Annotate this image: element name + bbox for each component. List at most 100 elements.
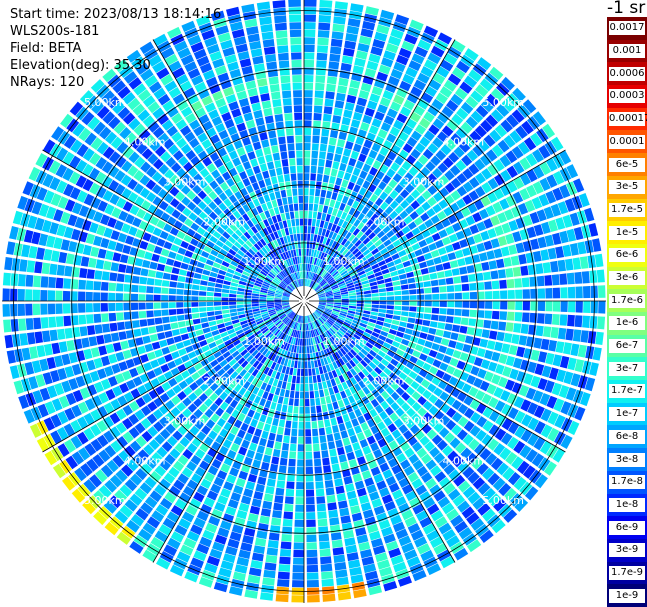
ppi-cell bbox=[179, 327, 188, 335]
ppi-cell bbox=[348, 234, 356, 242]
ppi-cell bbox=[440, 338, 450, 346]
ppi-cell bbox=[214, 397, 224, 407]
ppi-cell bbox=[335, 368, 342, 377]
ppi-cell bbox=[327, 183, 334, 192]
ppi-cell bbox=[176, 100, 189, 111]
ppi-cell bbox=[479, 252, 488, 262]
ppi-cell bbox=[537, 313, 545, 324]
ppi-cell bbox=[139, 482, 152, 495]
ppi-cell bbox=[357, 351, 366, 359]
ppi-cell bbox=[297, 338, 301, 346]
ppi-cell bbox=[206, 337, 215, 344]
ppi-cell bbox=[473, 443, 486, 456]
ppi-cell bbox=[488, 397, 499, 409]
ppi-cell bbox=[420, 267, 429, 275]
ppi-cell bbox=[204, 102, 216, 113]
ppi-cell bbox=[318, 277, 324, 284]
ppi-cell bbox=[415, 206, 425, 216]
ppi-cell bbox=[224, 54, 237, 64]
ppi-cell bbox=[365, 6, 379, 16]
ppi-cell bbox=[313, 257, 318, 265]
ppi-cell bbox=[203, 245, 212, 253]
ppi-cell bbox=[333, 293, 341, 296]
ppi-cell bbox=[423, 497, 436, 509]
ppi-cell bbox=[353, 219, 361, 228]
ppi-cell bbox=[348, 268, 356, 275]
ppi-cell bbox=[360, 245, 368, 253]
ppi-cell bbox=[476, 221, 487, 232]
ppi-cell bbox=[319, 301, 327, 304]
ppi-cell bbox=[557, 327, 567, 340]
ppi-cell bbox=[498, 321, 507, 331]
ppi-cell bbox=[114, 220, 124, 231]
ppi-cell bbox=[211, 373, 220, 382]
ppi-cell bbox=[172, 430, 183, 441]
ppi-cell bbox=[340, 347, 347, 356]
ppi-cell bbox=[19, 259, 28, 272]
ppi-cell bbox=[424, 301, 432, 307]
ppi-cell bbox=[161, 302, 169, 309]
ppi-cell bbox=[405, 347, 414, 355]
ppi-cell bbox=[222, 363, 232, 372]
ppi-cell bbox=[369, 193, 379, 203]
ppi-cell bbox=[266, 342, 273, 350]
ppi-cell bbox=[155, 385, 165, 396]
ppi-cell bbox=[289, 312, 295, 319]
ppi-cell bbox=[443, 79, 457, 92]
ppi-cell bbox=[468, 273, 476, 282]
ppi-cell bbox=[293, 97, 302, 105]
ppi-cell bbox=[259, 301, 267, 304]
ppi-cell bbox=[349, 225, 357, 234]
ppi-cell bbox=[442, 355, 452, 364]
ppi-cell bbox=[559, 273, 568, 285]
ppi-cell bbox=[365, 156, 375, 166]
ppi-cell bbox=[262, 314, 270, 320]
ppi-cell bbox=[132, 217, 142, 228]
ppi-cell bbox=[264, 340, 271, 348]
ppi-cell bbox=[274, 387, 281, 396]
ppi-cell bbox=[270, 282, 278, 288]
ppi-cell bbox=[392, 367, 402, 376]
ppi-cell bbox=[244, 292, 252, 296]
ppi-cell bbox=[170, 274, 179, 281]
ppi-cell bbox=[439, 391, 450, 402]
ppi-cell bbox=[191, 253, 201, 261]
ppi-cell bbox=[301, 256, 304, 264]
ppi-cell bbox=[234, 517, 246, 527]
ppi-cell bbox=[363, 307, 372, 311]
ppi-cell bbox=[42, 372, 53, 385]
ppi-cell bbox=[147, 121, 160, 133]
ppi-cell bbox=[251, 303, 259, 307]
ppi-cell bbox=[513, 176, 525, 190]
ppi-cell bbox=[354, 264, 363, 271]
ppi-cell bbox=[477, 291, 485, 300]
ppi-cell bbox=[195, 466, 206, 478]
ppi-cell bbox=[382, 252, 391, 259]
ppi-cell bbox=[329, 517, 340, 526]
ppi-cell bbox=[305, 429, 312, 437]
ppi-cell bbox=[354, 57, 366, 67]
ppi-cell bbox=[405, 205, 415, 215]
ppi-cell bbox=[178, 348, 187, 357]
ppi-cell bbox=[437, 112, 450, 124]
ppi-cell bbox=[288, 344, 293, 352]
ppi-cell bbox=[514, 278, 522, 288]
ppi-cell bbox=[314, 97, 324, 106]
ppi-cell bbox=[159, 428, 171, 440]
ppi-cell bbox=[388, 35, 402, 47]
ppi-cell bbox=[300, 271, 303, 279]
ppi-cell bbox=[187, 351, 197, 359]
ppi-cell bbox=[110, 332, 120, 342]
ppi-cell bbox=[209, 325, 218, 332]
ppi-cell bbox=[597, 316, 606, 330]
ppi-cell bbox=[379, 97, 391, 107]
ppi-cell bbox=[172, 384, 182, 394]
ppi-cell bbox=[130, 514, 145, 527]
ppi-cell bbox=[61, 353, 71, 366]
ppi-cell bbox=[331, 336, 337, 343]
ppi-cell bbox=[269, 208, 276, 217]
ppi-cell bbox=[35, 374, 46, 388]
ppi-cell bbox=[552, 301, 561, 312]
ppi-cell bbox=[304, 210, 308, 218]
ppi-cell bbox=[457, 334, 466, 343]
